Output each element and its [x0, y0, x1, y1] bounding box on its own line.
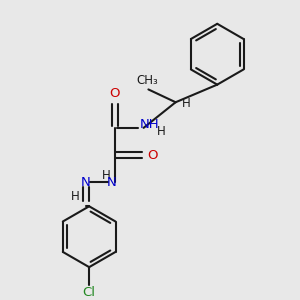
- Text: Cl: Cl: [83, 286, 96, 299]
- Text: H: H: [157, 125, 166, 138]
- Text: N: N: [81, 176, 91, 189]
- Text: CH₃: CH₃: [136, 74, 158, 87]
- Text: N: N: [107, 176, 116, 189]
- Text: H: H: [71, 190, 80, 203]
- Text: NH: NH: [140, 118, 159, 130]
- Text: H: H: [101, 169, 110, 182]
- Text: O: O: [110, 87, 120, 100]
- Text: H: H: [182, 97, 190, 110]
- Text: O: O: [147, 148, 158, 162]
